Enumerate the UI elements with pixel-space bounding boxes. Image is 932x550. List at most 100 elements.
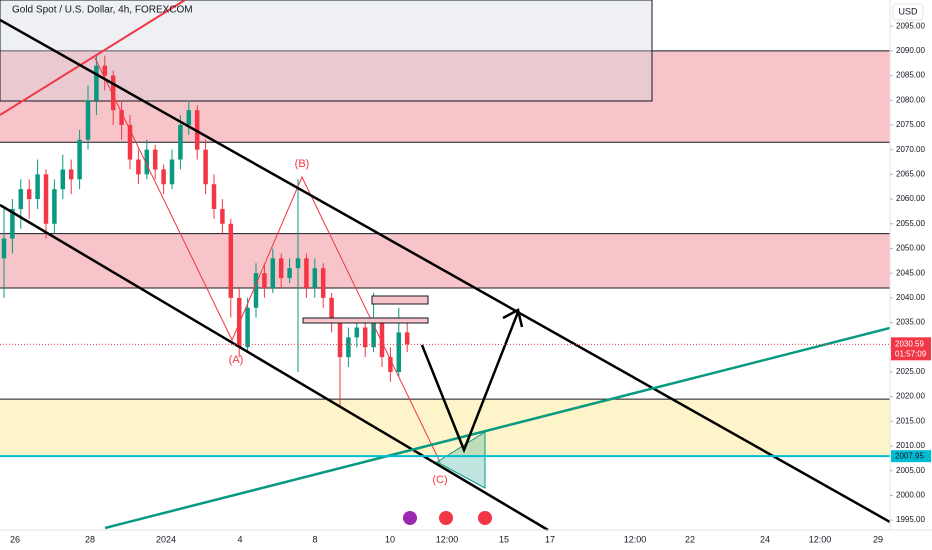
channel-lower	[0, 203, 549, 532]
x-tick-label: 24	[760, 534, 770, 544]
candle-body	[404, 332, 410, 345]
candle-body	[262, 273, 267, 288]
target-box	[436, 431, 486, 489]
candle-body	[245, 307, 250, 348]
y-tick-label: 1995.00	[896, 515, 925, 524]
y-tick-label: 2050.00	[896, 244, 925, 253]
candle-body	[379, 322, 385, 358]
candle-body	[136, 159, 141, 175]
candle-body	[396, 332, 402, 372]
small-box	[371, 295, 429, 305]
x-tick-label: 22	[685, 534, 695, 544]
event-icon[interactable]	[403, 511, 417, 525]
arrow-head	[502, 308, 524, 328]
wave-label: (A)	[229, 354, 244, 366]
candle-body	[94, 65, 99, 101]
candle-body	[211, 184, 217, 209]
zone	[0, 233, 890, 288]
candle-body	[152, 149, 158, 170]
currency: USD	[898, 6, 918, 16]
candle-body	[1, 238, 7, 259]
last-price-tag	[891, 337, 931, 361]
candle-body	[203, 149, 208, 185]
x-tick-label: 29	[873, 534, 883, 544]
candle-body	[220, 208, 225, 224]
candle-body	[127, 124, 133, 160]
candle-body	[329, 297, 334, 323]
candle-body	[295, 258, 301, 269]
zone	[0, 50, 890, 143]
x-tick-label: 8	[312, 534, 317, 544]
x-tick-label: 12:00	[624, 534, 647, 544]
drawings	[0, 0, 891, 532]
x-tick-label: 15	[499, 534, 509, 544]
teal-trendline	[104, 326, 891, 530]
x-tick-label: 17	[545, 534, 555, 544]
y-tick-label: 2010.00	[896, 441, 925, 450]
candle-body	[178, 124, 183, 160]
candle-body	[119, 110, 124, 125]
red-trendline	[0, 0, 186, 116]
y-tick-label: 2055.00	[896, 219, 925, 228]
event-icon[interactable]	[439, 511, 453, 525]
y-tick-label: 2085.00	[896, 71, 925, 80]
y-tick-label: 2080.00	[896, 95, 925, 104]
candle-body	[270, 258, 276, 288]
y-tick-label: 2015.00	[896, 416, 925, 425]
candle-body	[52, 189, 57, 224]
grey-box	[0, 0, 653, 102]
x-tick-label: 28	[85, 534, 95, 544]
y-tick-label: 2090.00	[896, 46, 925, 55]
level-tag	[891, 450, 931, 463]
candle-body	[388, 357, 393, 372]
event-icon[interactable]	[478, 511, 492, 525]
x-tick-label: 12:00	[436, 534, 459, 544]
y-tick-label: 2070.00	[896, 145, 925, 154]
candle-body	[102, 65, 108, 76]
candle-body	[346, 337, 351, 358]
candle-body	[228, 223, 234, 298]
candle-body	[304, 258, 309, 288]
candle-body	[362, 327, 368, 348]
projection-arrow	[420, 311, 520, 454]
candle-body	[35, 174, 40, 200]
candle-body	[77, 139, 82, 180]
x-tick-label: 10	[385, 534, 395, 544]
x-tick-label: 4	[237, 534, 242, 544]
wave-label: (B)	[295, 158, 310, 170]
y-tick-label: 2075.00	[896, 120, 925, 129]
candle-body	[26, 189, 32, 200]
y-tick-label: 2060.00	[896, 194, 925, 203]
currency-box[interactable]	[892, 3, 924, 21]
y-tick-label: 2000.00	[896, 491, 925, 500]
candle-body	[85, 100, 91, 140]
candle-body	[18, 189, 24, 209]
candle-body	[60, 169, 66, 190]
y-tick-label: 2025.00	[896, 367, 925, 376]
candle-body	[354, 327, 360, 338]
y-tick-label: 2095.00	[896, 21, 925, 30]
y-tick-label: 2045.00	[896, 268, 925, 277]
x-tick-label: 26	[10, 534, 20, 544]
chart-title: Gold Spot / U.S. Dollar, 4h, FOREXCOM	[12, 5, 193, 16]
level-label: 2007.95	[895, 451, 924, 460]
candle-body	[320, 268, 326, 298]
countdown: 01:57:09	[895, 349, 927, 358]
zone	[0, 399, 890, 457]
last-price-label: 2030.59	[895, 339, 924, 348]
y-tick-label: 2005.00	[896, 466, 925, 475]
candle-body	[278, 258, 284, 279]
candle-body	[287, 268, 292, 279]
wave-label: (C)	[432, 474, 447, 486]
x-tick-label: 2024	[156, 534, 176, 544]
channel-upper	[0, 18, 891, 524]
candle-body	[186, 110, 192, 125]
y-tick-label: 2040.00	[896, 293, 925, 302]
y-tick-label: 2020.00	[896, 392, 925, 401]
y-tick-label: 2035.00	[896, 318, 925, 327]
y-tick-label: 2065.00	[896, 169, 925, 178]
candle-body	[10, 208, 15, 239]
x-tick-label: 12:00	[809, 534, 832, 544]
candle-body	[253, 273, 259, 308]
